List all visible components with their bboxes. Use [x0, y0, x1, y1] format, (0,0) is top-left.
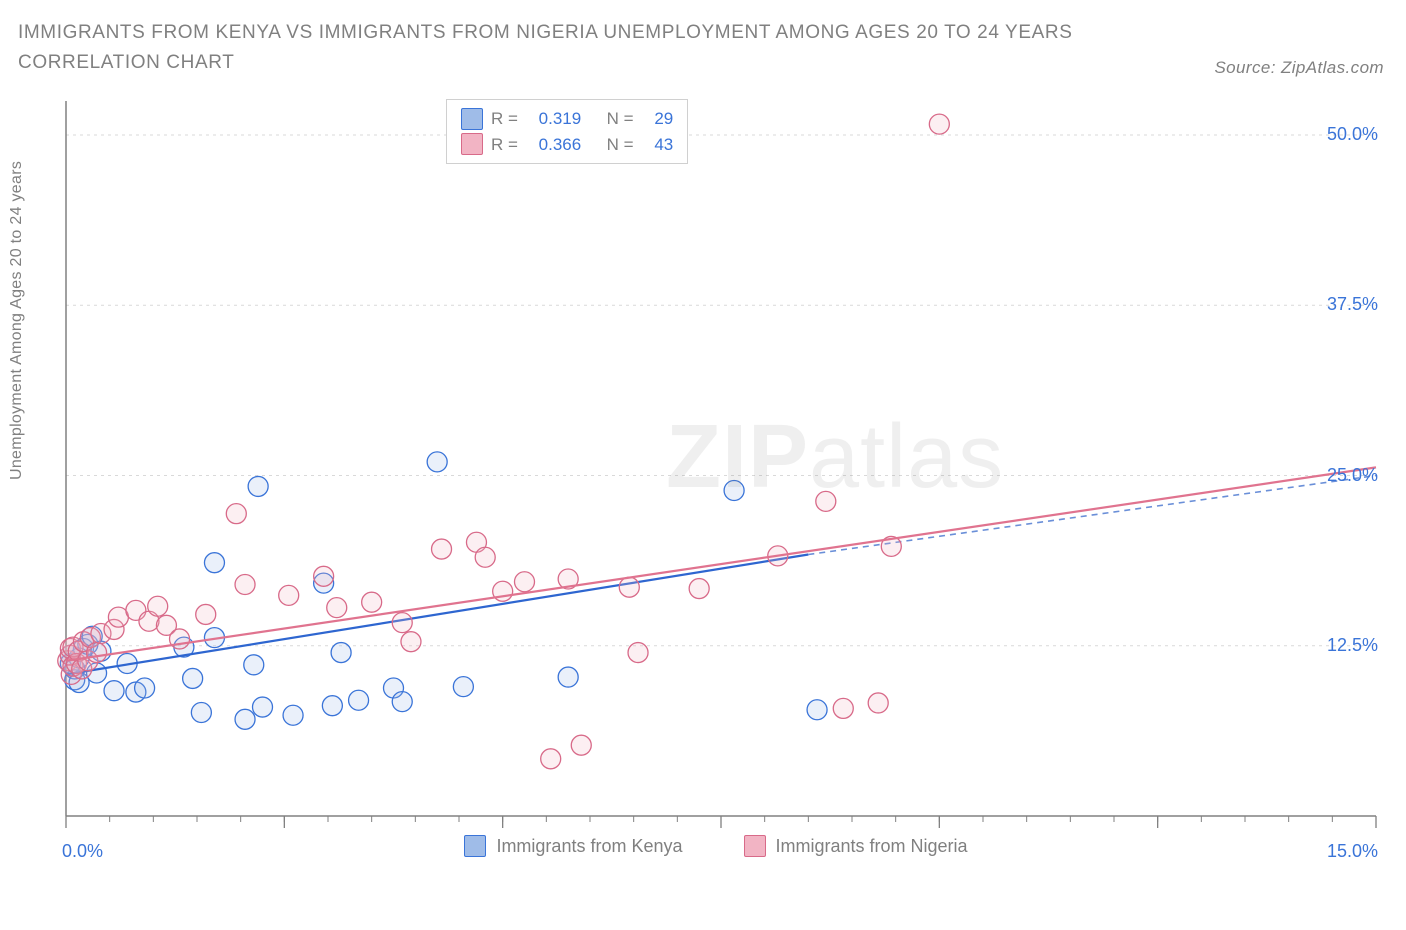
source-label: Source: ZipAtlas.com	[1214, 58, 1384, 78]
swatch-nigeria-icon	[744, 835, 766, 857]
legend-row-nigeria: R = 0.366 N = 43	[461, 132, 673, 158]
watermark: ZIPatlas	[666, 406, 1004, 509]
correlation-legend: R = 0.319 N = 29 R = 0.366 N = 43	[446, 99, 688, 164]
legend-item-nigeria: Immigrants from Nigeria	[744, 835, 968, 857]
chart-area: ZIPatlas R = 0.319 N = 29 R = 0.366 N = …	[46, 96, 1386, 856]
legend-item-kenya: Immigrants from Kenya	[464, 835, 682, 857]
series-legend: Immigrants from Kenya Immigrants from Ni…	[46, 835, 1386, 862]
legend-label-kenya: Immigrants from Kenya	[496, 836, 682, 857]
y-axis-label: Unemployment Among Ages 20 to 24 years	[8, 161, 26, 480]
legend-label-nigeria: Immigrants from Nigeria	[776, 836, 968, 857]
swatch-kenya	[461, 108, 483, 130]
chart-title: IMMIGRANTS FROM KENYA VS IMMIGRANTS FROM…	[18, 18, 1118, 79]
swatch-kenya-icon	[464, 835, 486, 857]
legend-row-kenya: R = 0.319 N = 29	[461, 106, 673, 132]
swatch-nigeria	[461, 133, 483, 155]
